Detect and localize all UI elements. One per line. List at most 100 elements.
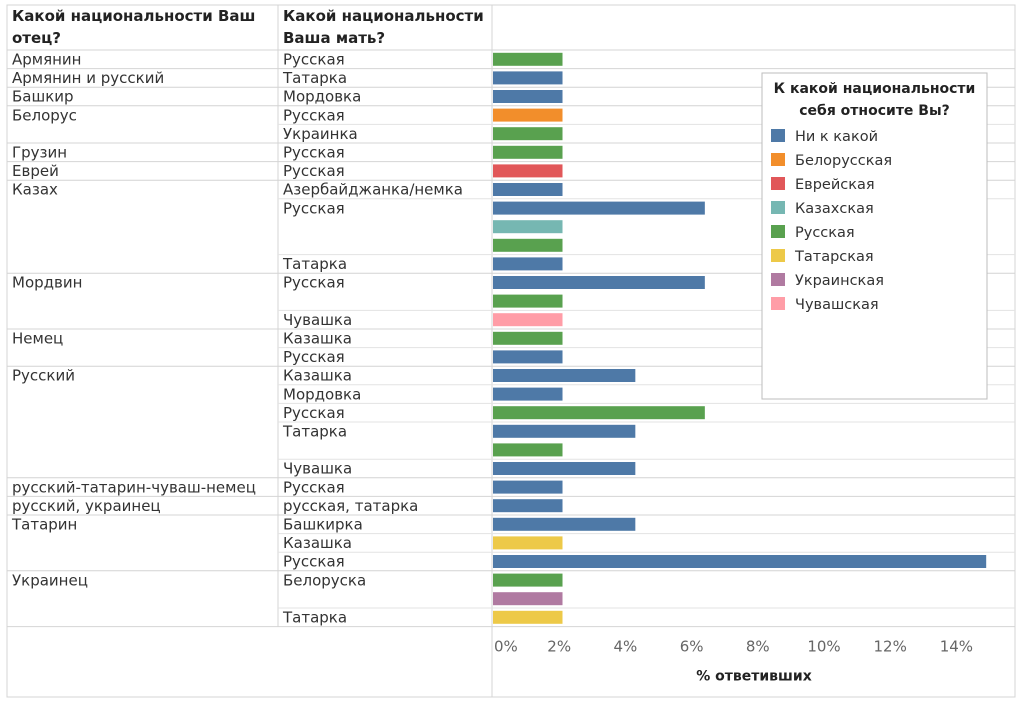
chart-frame (6, 4, 1016, 698)
bar[interactable] (493, 294, 563, 308)
father-label: Армянин и русский (12, 69, 164, 87)
father-label: Армянин (12, 51, 82, 69)
bar[interactable] (493, 350, 563, 364)
legend-swatch (771, 201, 785, 214)
x-tick-label: 14% (940, 638, 973, 656)
bar[interactable] (493, 517, 636, 531)
legend-swatch (771, 273, 785, 286)
bar[interactable] (493, 592, 563, 606)
legend-item-label: Белорусская (795, 153, 892, 169)
x-tick-label: 4% (614, 638, 638, 656)
father-label: Еврей (12, 162, 59, 180)
bar[interactable] (493, 164, 563, 178)
x-tick-label: 2% (547, 638, 571, 656)
mother-label: Чувашка (283, 460, 352, 478)
legend-item-label: Украинская (795, 273, 884, 289)
legend-box (761, 72, 988, 400)
legend-swatch (771, 129, 785, 142)
bar[interactable] (493, 555, 987, 568)
mother-label: русская, татарка (283, 497, 418, 515)
mother-label: Азербайджанка/немка (283, 181, 463, 199)
mother-label: Мордовка (283, 385, 361, 403)
bar[interactable] (493, 108, 563, 122)
mother-label: Башкирка (283, 516, 363, 534)
legend-swatch (771, 153, 785, 166)
bar[interactable] (493, 331, 563, 345)
bar[interactable] (493, 443, 563, 457)
mother-label: Русская (283, 404, 345, 422)
mother-label: Русская (283, 274, 345, 292)
mother-label: Русская (283, 162, 345, 180)
x-tick-label: 12% (874, 638, 907, 656)
mother-label: Русская (283, 478, 345, 496)
bar[interactable] (493, 201, 705, 215)
bar[interactable] (493, 610, 563, 624)
bar[interactable] (493, 369, 636, 382)
bar[interactable] (493, 424, 636, 438)
bar[interactable] (493, 145, 563, 159)
mother-label: Мордовка (283, 88, 361, 106)
x-axis-label: % ответивших (696, 669, 811, 685)
x-tick-label: 8% (746, 638, 770, 656)
bar[interactable] (493, 276, 705, 289)
x-tick-label: 6% (680, 638, 704, 656)
legend-item-label: Ни к какой (795, 129, 878, 145)
legend-item-label: Еврейская (795, 177, 875, 193)
bar[interactable] (493, 480, 563, 494)
mother-label: Казашка (283, 330, 352, 348)
legend-swatch (771, 177, 785, 190)
father-label: Мордвин (12, 274, 82, 292)
mother-label: Чувашка (283, 311, 352, 329)
mother-label: Русская (283, 553, 345, 571)
mother-label: Казашка (283, 367, 352, 385)
legend-item-label: Русская (795, 225, 855, 241)
legend-swatch (771, 225, 785, 238)
bar[interactable] (493, 462, 636, 475)
father-label: Белорус (12, 106, 77, 124)
mother-label: Русская (283, 199, 345, 217)
mother-label: Украинка (283, 125, 358, 143)
bar[interactable] (493, 52, 563, 66)
bar[interactable] (493, 90, 563, 103)
bar[interactable] (493, 499, 563, 513)
bar[interactable] (493, 71, 563, 85)
bar[interactable] (493, 220, 563, 234)
mother-label: Татарка (282, 69, 347, 87)
father-label: Грузин (12, 144, 67, 162)
father-label: Немец (12, 330, 63, 348)
mother-label: Белоруска (283, 571, 366, 589)
father-label: Башкир (12, 88, 74, 106)
bar[interactable] (493, 183, 563, 196)
father-label: русский-татарин-чуваш-немец (12, 478, 256, 496)
mother-column-header: Какой национальности Ваша мать? (283, 7, 484, 47)
bar[interactable] (493, 313, 563, 327)
mother-label: Русская (283, 348, 345, 366)
legend-item-label: Чувашская (795, 297, 879, 313)
mother-label: Татарка (282, 423, 347, 441)
mother-label: Казашка (283, 534, 352, 552)
father-label: Казах (12, 181, 58, 199)
bar[interactable] (493, 257, 563, 271)
legend-item-label: Татарская (794, 249, 874, 265)
bar[interactable] (493, 127, 563, 141)
mother-label: Татарка (282, 255, 347, 273)
bar[interactable] (493, 387, 563, 401)
legend-title: К какой национальности себя относите Вы? (774, 81, 976, 119)
bar[interactable] (493, 536, 563, 550)
mother-label: Русская (283, 106, 345, 124)
mother-label: Русская (283, 51, 345, 69)
legend-swatch (771, 249, 785, 262)
bar[interactable] (493, 573, 563, 587)
bar[interactable] (493, 406, 705, 420)
father-label: Украинец (12, 571, 88, 589)
bar[interactable] (493, 238, 563, 252)
x-tick-label: 0% (494, 638, 518, 656)
legend-swatch (771, 297, 785, 310)
father-column-header: Какой национальности Ваш отец? (12, 7, 255, 47)
mother-label: Русская (283, 144, 345, 162)
father-label: русский, украинец (12, 497, 161, 515)
x-tick-label: 10% (807, 638, 840, 656)
legend-item-label: Казахская (795, 201, 874, 217)
